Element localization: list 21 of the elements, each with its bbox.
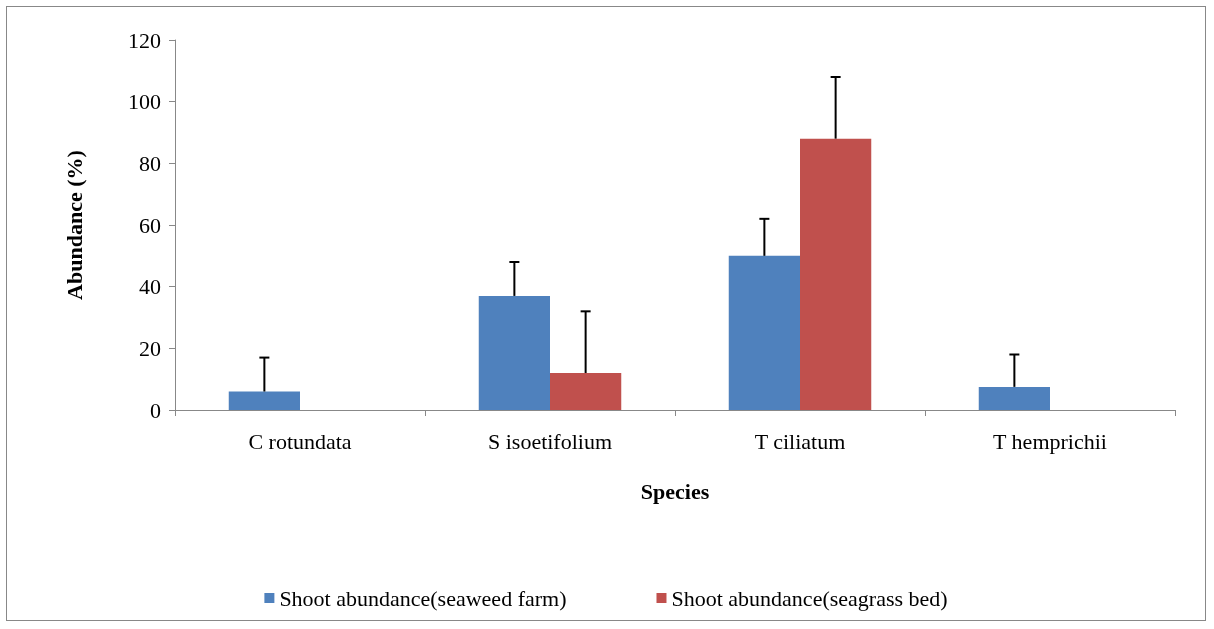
y-tick-label: 60	[139, 212, 161, 238]
bar	[978, 386, 1050, 410]
y-tick-label: 120	[128, 27, 161, 53]
bar	[228, 391, 300, 410]
y-tick-label: 40	[139, 274, 161, 300]
bar	[800, 138, 872, 410]
y-tick-label: 100	[128, 89, 161, 115]
y-tick-label: 80	[139, 150, 161, 176]
bar	[478, 295, 550, 410]
y-tick-label: 0	[150, 397, 161, 423]
legend-label: Shoot abundance(seaweed farm)	[279, 585, 567, 611]
bar	[550, 373, 622, 410]
bar	[728, 255, 800, 410]
x-tick-label: S isoetifolium	[487, 428, 613, 454]
y-axis-title: Abundance (%)	[61, 150, 87, 300]
x-tick-label: T hemprichii	[993, 428, 1107, 454]
x-tick-label: T ciliatum	[754, 428, 846, 454]
x-tick-label: C rotundata	[248, 428, 352, 454]
y-tick-label: 20	[139, 335, 161, 361]
x-axis-title: Species	[640, 478, 710, 504]
legend-label: Shoot abundance(seagrass bed)	[671, 585, 948, 611]
